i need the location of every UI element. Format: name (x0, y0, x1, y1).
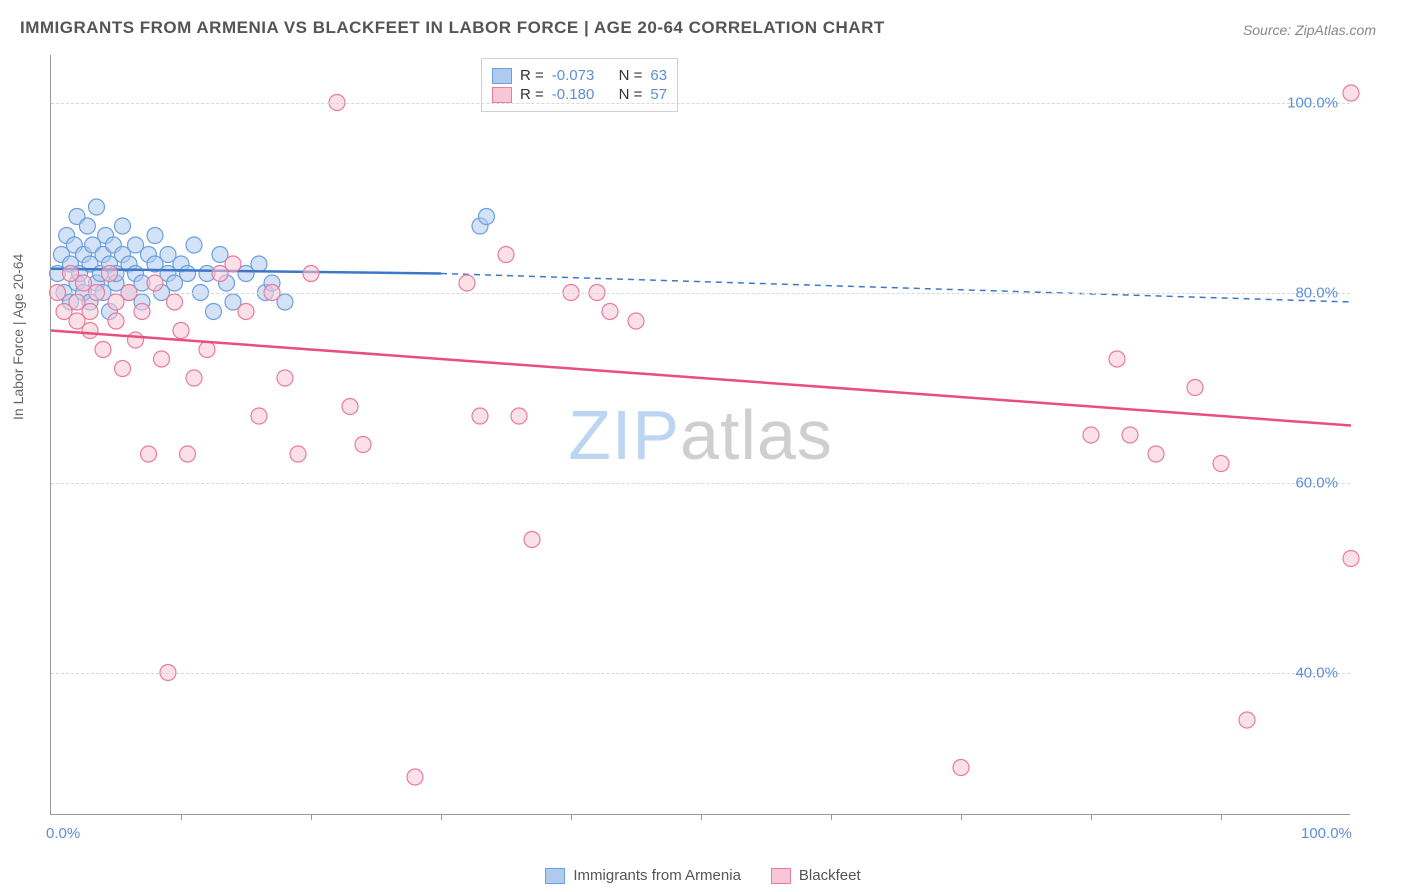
data-point (95, 342, 111, 358)
legend-item: Blackfeet (771, 867, 861, 884)
data-point (206, 304, 222, 320)
x-tick-mark (181, 814, 182, 820)
data-point (355, 437, 371, 453)
data-point (342, 399, 358, 415)
data-point (953, 760, 969, 776)
data-point (141, 446, 157, 462)
y-tick-label: 80.0% (1295, 284, 1338, 301)
data-point (628, 313, 644, 329)
data-point (472, 408, 488, 424)
data-point (225, 256, 241, 272)
data-point (79, 218, 95, 234)
data-point (1343, 551, 1359, 567)
data-point (173, 323, 189, 339)
legend-row: R = -0.180 N = 57 (492, 86, 667, 103)
x-tick-mark (441, 814, 442, 820)
x-tick-label: 100.0% (1301, 825, 1352, 842)
y-tick-label: 40.0% (1295, 664, 1338, 681)
legend-r-label: R = (520, 67, 544, 84)
legend-swatch (492, 87, 512, 103)
data-point (180, 266, 196, 282)
y-tick-label: 60.0% (1295, 474, 1338, 491)
data-point (82, 323, 98, 339)
chart-title: IMMIGRANTS FROM ARMENIA VS BLACKFEET IN … (20, 18, 885, 38)
x-tick-mark (961, 814, 962, 820)
data-point (186, 370, 202, 386)
data-point (1122, 427, 1138, 443)
data-point (238, 304, 254, 320)
legend-n-value: 63 (650, 67, 667, 84)
data-point (251, 408, 267, 424)
legend-n-label: N = (619, 67, 643, 84)
x-tick-mark (831, 814, 832, 820)
data-point (147, 228, 163, 244)
data-point (524, 532, 540, 548)
data-point (186, 237, 202, 253)
data-point (1148, 446, 1164, 462)
legend-row: R = -0.073 N = 63 (492, 67, 667, 84)
scatter-plot (51, 55, 1350, 814)
x-tick-mark (1091, 814, 1092, 820)
legend-swatch (545, 868, 565, 884)
data-point (1109, 351, 1125, 367)
legend-n-label: N = (619, 86, 643, 103)
legend-series-name: Blackfeet (799, 867, 861, 884)
data-point (1083, 427, 1099, 443)
data-point (602, 304, 618, 320)
data-point (134, 304, 150, 320)
data-point (479, 209, 495, 225)
legend-item: Immigrants from Armenia (545, 867, 741, 884)
data-point (154, 351, 170, 367)
data-point (82, 304, 98, 320)
legend-series-name: Immigrants from Armenia (573, 867, 741, 884)
data-point (102, 266, 118, 282)
gridline (51, 483, 1350, 484)
data-point (290, 446, 306, 462)
x-tick-mark (311, 814, 312, 820)
series-legend: Immigrants from Armenia Blackfeet (0, 867, 1406, 884)
data-point (147, 275, 163, 291)
legend-r-value: -0.073 (552, 67, 595, 84)
correlation-legend: R = -0.073 N = 63 R = -0.180 N = 57 (481, 58, 678, 112)
data-point (498, 247, 514, 263)
chart-area: R =-0.073 N =63R =-0.180 N =57 ZIPatlas … (50, 55, 1350, 815)
legend-swatch (492, 68, 512, 84)
data-point (1239, 712, 1255, 728)
data-point (167, 294, 183, 310)
data-point (251, 256, 267, 272)
x-tick-mark (571, 814, 572, 820)
data-point (199, 342, 215, 358)
legend-r-value: -0.180 (552, 86, 595, 103)
data-point (303, 266, 319, 282)
gridline (51, 673, 1350, 674)
data-point (277, 370, 293, 386)
x-tick-mark (701, 814, 702, 820)
trend-line (51, 331, 1351, 426)
source-label: Source: ZipAtlas.com (1243, 22, 1376, 38)
x-tick-label: 0.0% (46, 825, 80, 842)
data-point (511, 408, 527, 424)
data-point (128, 332, 144, 348)
legend-r-label: R = (520, 86, 544, 103)
x-tick-mark (1221, 814, 1222, 820)
data-point (1343, 85, 1359, 101)
data-point (1213, 456, 1229, 472)
legend-swatch (771, 868, 791, 884)
legend-n-value: 57 (650, 86, 667, 103)
data-point (89, 199, 105, 215)
data-point (108, 313, 124, 329)
gridline (51, 293, 1350, 294)
data-point (407, 769, 423, 785)
y-axis-label: In Labor Force | Age 20-64 (10, 254, 26, 420)
data-point (115, 361, 131, 377)
data-point (115, 218, 131, 234)
data-point (180, 446, 196, 462)
data-point (1187, 380, 1203, 396)
y-tick-label: 100.0% (1287, 94, 1338, 111)
data-point (459, 275, 475, 291)
gridline (51, 103, 1350, 104)
